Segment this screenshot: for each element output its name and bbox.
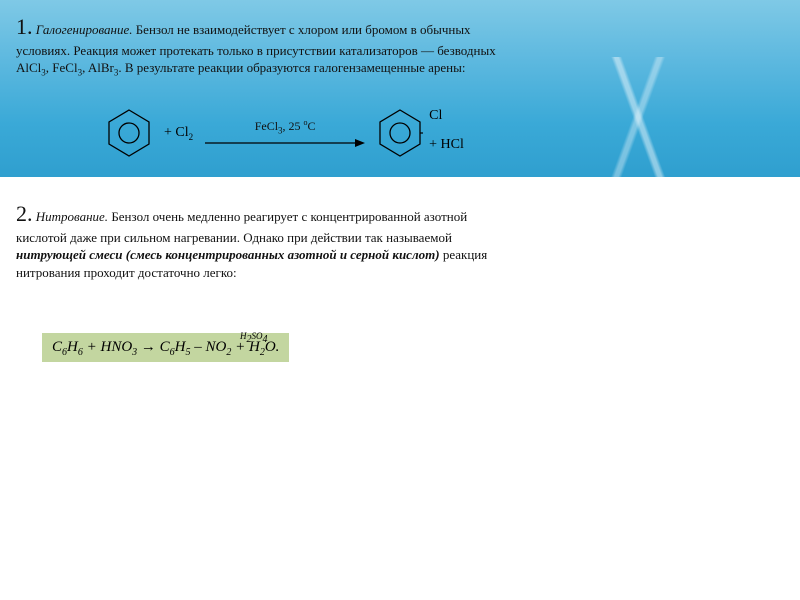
- s2-t2: кислотой даже при сильном нагревании. Од…: [16, 230, 452, 245]
- s1-text3d: . В результате реакции образуются галоге…: [118, 60, 465, 75]
- s2-t3: реакция: [440, 247, 488, 262]
- section2-heading: Нитрование.: [36, 209, 108, 224]
- s1-text2: условиях. Реакция может протекать только…: [16, 43, 496, 58]
- section2-paragraph: 2. Нитрование. Бензол очень медленно реа…: [16, 199, 784, 281]
- s1-cat2: , FeCl: [46, 60, 78, 75]
- product-group: Cl + HCl: [377, 107, 464, 159]
- section2-number: 2.: [16, 201, 33, 226]
- catalyst-label: H2SO4: [240, 331, 268, 345]
- section1-heading: Галогенирование.: [36, 22, 133, 37]
- section1-paragraph: 1. Галогенирование. Бензол не взаимодейс…: [16, 12, 784, 79]
- chlorobenzene-icon: [377, 107, 423, 159]
- section1-number: 1.: [16, 14, 33, 39]
- reaction-arrow: FeCl3, 25 oC: [205, 118, 365, 147]
- s1-text1: Бензол не взаимодействует с хлором или б…: [132, 22, 470, 37]
- benzene-reactant-icon: [106, 107, 152, 159]
- s2-t1: Бензол очень медленно реагирует с концен…: [108, 209, 467, 224]
- s2-bold: нитрующей смеси (смесь концентрированных…: [16, 247, 440, 262]
- s1-cat3: , AlBr: [82, 60, 114, 75]
- nitration-section: 2. Нитрование. Бензол очень медленно реа…: [0, 177, 800, 291]
- reaction-scheme: + Cl2 FeCl3, 25 oC Cl + HCl: [16, 107, 784, 159]
- halogenation-section: 1. Галогенирование. Бензол не взаимодейс…: [0, 0, 800, 177]
- arrow-conditions: FeCl3, 25 oC: [255, 118, 316, 135]
- product-labels: Cl + HCl: [429, 116, 464, 150]
- reagent-text: + Cl2: [164, 125, 193, 142]
- nitration-equation: H2SO4 C6H6 + HNO3 → C6H5 – NO2 + H2O.: [42, 333, 289, 362]
- s1-cat1: AlCl: [16, 60, 41, 75]
- s2-t4: нитрования проходит достаточно легко:: [16, 265, 237, 280]
